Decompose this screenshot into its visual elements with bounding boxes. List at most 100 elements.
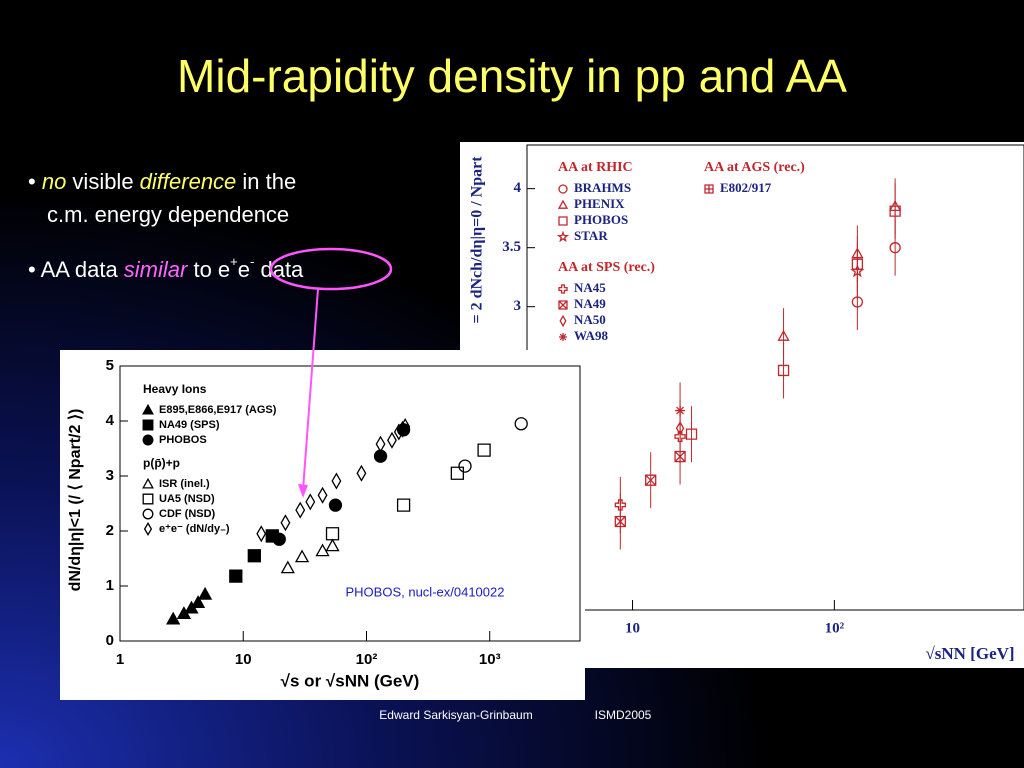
marker xyxy=(387,431,397,449)
marker xyxy=(614,499,626,511)
marker xyxy=(305,493,316,511)
legend-label: NA49 (SPS) xyxy=(159,419,220,431)
legend-label: E895,E866,E917 (AGS) xyxy=(159,404,277,416)
plot-frame xyxy=(119,365,581,642)
x-axis-label: √sNN [GeV] xyxy=(925,644,1014,663)
marker xyxy=(458,459,472,473)
annotation: PHOBOS, nucl-ex/0410022 xyxy=(346,584,505,599)
x-tick-label: 10³ xyxy=(479,651,501,668)
bullet-text: no xyxy=(42,169,66,194)
arrow-head xyxy=(298,484,308,498)
slide-title: Mid-rapidity density in pp and AA xyxy=(177,50,847,102)
y-tick-label: 1 xyxy=(106,577,114,594)
marker xyxy=(674,430,686,443)
marker xyxy=(889,205,901,217)
legend-group: Heavy Ions xyxy=(143,382,207,396)
bullet-text: similar xyxy=(124,257,189,282)
legend-group: AA at SPS (rec.) xyxy=(558,260,655,275)
bullet-text: e xyxy=(238,257,250,282)
marker xyxy=(675,405,686,416)
legend-marker xyxy=(556,230,570,243)
legend-label: BRAHMS xyxy=(574,180,631,195)
bullet-text: difference xyxy=(140,169,237,194)
bullet-text: c.m. energy dependence xyxy=(47,202,289,227)
marker xyxy=(850,263,865,278)
x-tick-label: 10 xyxy=(235,651,252,668)
marker xyxy=(674,450,686,463)
marker xyxy=(247,549,261,563)
bullet-text: + xyxy=(230,254,238,269)
marker xyxy=(400,418,411,435)
marker xyxy=(280,514,291,532)
marker xyxy=(197,586,213,600)
legend-marker xyxy=(558,184,568,194)
marker xyxy=(396,498,411,512)
y-tick-label: 3 xyxy=(514,298,522,314)
legend-label: NA49 xyxy=(574,296,606,311)
marker xyxy=(317,486,328,504)
bullet-text: visible xyxy=(66,169,139,194)
legend-group: AA at AGS (rec.) xyxy=(704,160,805,175)
bullet-text: - xyxy=(250,254,254,269)
legend-label: CDF (NSD) xyxy=(159,508,216,520)
arrow xyxy=(302,288,319,491)
footer-event: ISMD2005 xyxy=(595,708,652,722)
marker xyxy=(190,595,206,608)
legend-label: STAR xyxy=(574,228,608,243)
legend-marker xyxy=(558,216,568,226)
legend-label: e⁺e⁻ (dN/dy₋) xyxy=(159,523,230,535)
legend-marker xyxy=(559,314,567,328)
marker xyxy=(393,423,404,441)
chart-background xyxy=(60,350,585,700)
marker xyxy=(397,420,408,438)
bullet-1: • no visible difference in the xyxy=(28,169,296,194)
marker xyxy=(375,435,386,453)
marker xyxy=(331,472,342,490)
legend-marker xyxy=(557,199,569,209)
marker xyxy=(295,501,306,519)
legend-label: ISR (inel.) xyxy=(159,478,210,490)
legend-marker xyxy=(142,419,154,431)
y-tick-label: 2 xyxy=(106,522,114,539)
y-axis-label: = 2 dNch/dη|η=0 / Npart xyxy=(469,156,486,324)
marker xyxy=(477,443,491,457)
x-axis-label: √s or √sNN (GeV) xyxy=(281,671,420,690)
marker xyxy=(280,560,295,574)
legend-label: PHENIX xyxy=(574,196,625,211)
marker xyxy=(256,525,267,543)
bullet-text: to e xyxy=(187,257,230,282)
marker xyxy=(294,549,310,563)
x-tick-label: 10² xyxy=(825,620,845,636)
legend-marker xyxy=(142,493,154,505)
marker xyxy=(325,538,340,552)
legend-label: NA50 xyxy=(574,312,606,327)
legend-marker xyxy=(142,477,154,489)
y-tick-label: 4 xyxy=(514,180,522,196)
x-tick-label: 10² xyxy=(356,651,378,668)
legend-group: AA at RHIC xyxy=(558,160,633,175)
y-tick-label: 4 xyxy=(106,412,115,429)
bullet-text: AA data xyxy=(41,257,124,282)
y-axis-label: dN/dη|η|<1 (/ ⟨ Npart/2 ⟩) xyxy=(67,409,84,592)
footer-author: Edward Sarkisyan-Grinbaum xyxy=(379,708,532,722)
legend-marker xyxy=(559,333,567,341)
marker xyxy=(614,515,626,528)
legend-marker xyxy=(704,184,714,194)
y-tick-label: 3 xyxy=(106,467,114,484)
marker xyxy=(645,474,657,486)
legend-group: p(p̄)+p xyxy=(143,456,180,470)
y-tick-label: 5 xyxy=(106,357,114,374)
marker xyxy=(328,498,343,512)
y-tick-label: 3.5 xyxy=(502,239,521,255)
marker xyxy=(685,428,698,440)
legend-marker xyxy=(143,521,153,537)
marker xyxy=(356,464,367,482)
legend-label: E802/917 xyxy=(720,180,772,195)
marker xyxy=(272,532,286,546)
legend-label: WA98 xyxy=(574,328,608,343)
legend-marker xyxy=(558,300,568,310)
bullet-text: data xyxy=(254,257,304,282)
y-tick-label: 0 xyxy=(106,632,114,649)
